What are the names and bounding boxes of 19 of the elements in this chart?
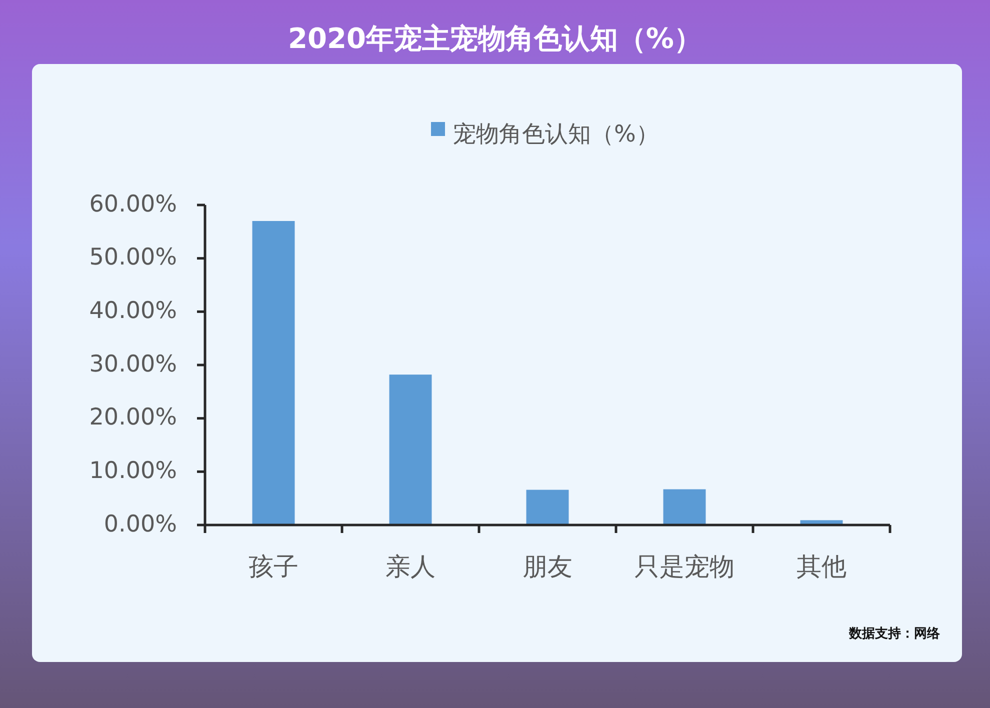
- x-tick-label: 孩子: [248, 552, 298, 581]
- x-tick-label: 朋友: [522, 552, 572, 581]
- x-tick-label: 其他: [796, 552, 846, 581]
- y-tick-label: 40.00%: [89, 298, 177, 324]
- text: 数据支持：网络: [848, 626, 941, 642]
- y-tick-label: 10.00%: [89, 458, 177, 484]
- legend-label: 宠物角色认知（%）: [453, 121, 659, 148]
- y-tick-label: 60.00%: [89, 191, 177, 218]
- chart-title: 2020年宠主宠物角色认知（%）: [288, 22, 702, 55]
- x-tick-label: 只是宠物: [634, 552, 734, 581]
- x-tick-label: 亲人: [386, 552, 436, 581]
- bar: [389, 374, 432, 525]
- y-tick-label: 50.00%: [89, 244, 177, 271]
- y-tick-label: 0.00%: [104, 511, 177, 538]
- bar: [252, 221, 295, 525]
- y-tick-label: 20.00%: [89, 404, 177, 431]
- bar: [526, 490, 569, 525]
- bar: [663, 489, 706, 525]
- y-tick-label: 30.00%: [89, 351, 177, 378]
